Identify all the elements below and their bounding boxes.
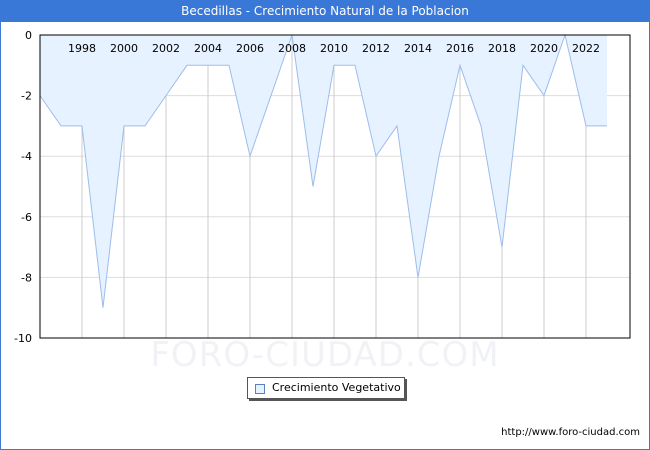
legend-label: Crecimiento Vegetativo <box>272 381 401 394</box>
x-tick-label: 2004 <box>194 42 222 55</box>
x-tick-label: 2008 <box>278 42 306 55</box>
y-tick-label: -4 <box>21 150 32 163</box>
y-tick-label: -10 <box>14 332 32 345</box>
y-tick-label: -6 <box>21 211 32 224</box>
y-tick-label: 0 <box>25 29 32 42</box>
x-tick-label: 2020 <box>530 42 558 55</box>
watermark: FORO-CIUDAD.COM <box>150 335 500 375</box>
plot-border <box>39 34 631 339</box>
y-tick-label: -8 <box>21 271 32 284</box>
x-tick-label: 2018 <box>488 42 516 55</box>
x-tick-label: 2002 <box>152 42 180 55</box>
x-tick-label: 2000 <box>110 42 138 55</box>
legend: Crecimiento Vegetativo <box>247 377 405 399</box>
y-axis-ticks: 0 -2 -4 -6 -8 -10 <box>14 29 32 345</box>
chart-title: Becedillas - Crecimiento Natural de la P… <box>0 0 650 22</box>
x-tick-label: 2014 <box>404 42 432 55</box>
x-tick-label: 2010 <box>320 42 348 55</box>
data-line <box>39 33 607 308</box>
area-fill <box>40 35 607 308</box>
x-tick-label: 1998 <box>68 42 96 55</box>
x-tick-label: 2022 <box>572 42 600 55</box>
y-tick-label: -2 <box>21 90 32 103</box>
legend-swatch-icon <box>255 384 265 394</box>
source-url: http://www.foro-ciudad.com <box>501 427 640 438</box>
x-tick-label: 2012 <box>362 42 390 55</box>
x-tick-label: 2006 <box>236 42 264 55</box>
x-axis-ticks: 1998 2000 2002 2004 2006 2008 2010 2012 2014 2016… <box>68 42 600 55</box>
x-tick-label: 2016 <box>446 42 474 55</box>
